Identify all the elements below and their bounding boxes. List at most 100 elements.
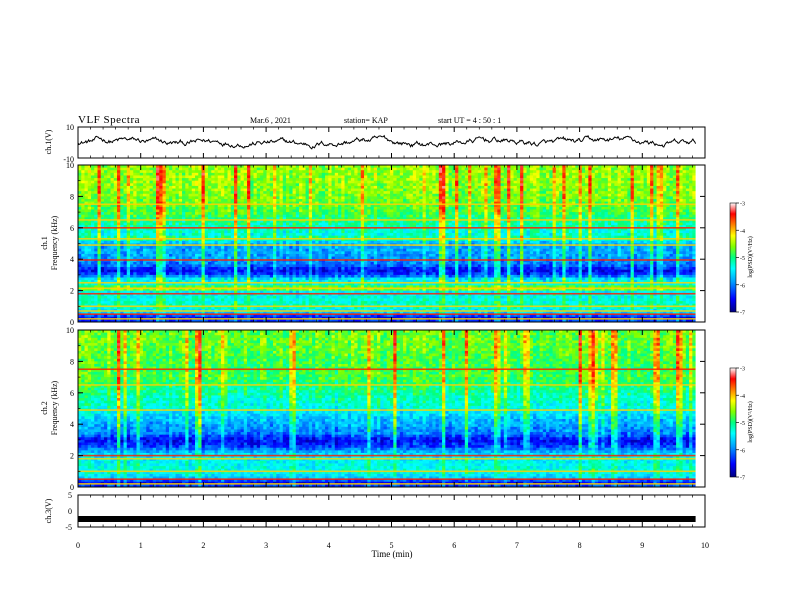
spectrogram-cell	[357, 222, 362, 226]
spectrogram-cell	[432, 193, 436, 197]
spectrogram-cell	[676, 193, 680, 197]
spectrogram-cell	[403, 180, 407, 184]
spectrogram-cell	[286, 217, 290, 221]
spectrogram-cell	[357, 191, 362, 195]
spectrogram-cell	[224, 188, 228, 192]
spectrogram-cell	[659, 196, 664, 200]
spectrogram-cell	[672, 185, 677, 189]
spectrogram-cell	[429, 183, 433, 187]
spectrogram-cell	[477, 188, 482, 192]
spectrogram-cell	[555, 167, 560, 171]
spectrogram-cell	[201, 180, 206, 184]
spectrogram-cell	[552, 193, 557, 197]
spectrogram-cell	[659, 204, 664, 208]
spectrogram-cell	[529, 167, 534, 171]
spectrogram-cell	[347, 209, 352, 213]
spectrogram-cell	[620, 170, 625, 174]
spectrogram-cell	[162, 206, 167, 210]
spectrogram-cell	[630, 201, 635, 205]
spectrogram-cell	[224, 170, 228, 174]
spectrogram-cell	[380, 214, 384, 218]
spectrogram-cell	[406, 175, 410, 179]
spectrogram-cell	[156, 180, 160, 184]
spectrogram-cell	[367, 196, 371, 200]
spectrogram-cell	[396, 178, 401, 182]
spectrogram-cell	[526, 178, 531, 182]
spectrogram-cell	[494, 191, 498, 195]
spectrogram-cell	[139, 201, 144, 205]
spectrogram-cell	[256, 206, 261, 210]
spectrogram-cell	[562, 201, 566, 205]
spectrogram-cell	[87, 175, 92, 179]
spectrogram-cell	[429, 175, 433, 179]
spectrogram-cell	[604, 191, 609, 195]
spectrogram-cell	[490, 188, 495, 192]
spectrogram-cell	[666, 204, 670, 208]
spectrogram-cell	[500, 170, 505, 174]
spectrogram-cell	[328, 188, 332, 192]
spectrogram-cell	[552, 180, 557, 184]
spectrogram-cell	[214, 209, 219, 213]
spectrogram-cell	[474, 206, 479, 210]
spectrogram-cell	[679, 206, 683, 210]
spectrogram-cell	[208, 172, 212, 176]
spectrogram-cell	[266, 196, 271, 200]
spectrogram-cell	[292, 217, 297, 221]
spectrogram-cell	[672, 170, 677, 174]
spectrogram-cell	[435, 201, 440, 205]
spectrogram-cell	[477, 191, 482, 195]
spectrogram-cell	[104, 193, 108, 197]
spectrogram-cell	[136, 183, 141, 187]
spectrogram-cell	[669, 165, 674, 169]
spectrogram-cell	[204, 201, 209, 205]
spectrogram-cell	[471, 183, 475, 187]
spectrogram-cell	[94, 196, 98, 200]
spectrogram-cell	[461, 180, 466, 184]
spectrogram-cell	[461, 185, 466, 189]
spectrogram-cell	[565, 185, 570, 189]
spectrogram-cell	[191, 212, 196, 216]
spectrogram-cell	[624, 199, 628, 203]
spectrogram-cell	[585, 185, 589, 189]
spectrogram-cell	[689, 222, 693, 226]
spectrogram-cell	[292, 165, 297, 169]
spectrogram-cell	[549, 183, 553, 187]
spectrogram-cell	[178, 165, 183, 169]
spectrogram-cell	[445, 196, 449, 200]
spectrogram-cell	[282, 191, 287, 195]
spectrogram-cell	[598, 214, 602, 218]
spectrogram-cell	[572, 199, 576, 203]
spectrogram-cell	[640, 222, 644, 226]
spectrogram-cell	[620, 188, 625, 192]
spectrogram-cell	[399, 178, 404, 182]
spectrogram-cell	[601, 206, 605, 210]
spectrogram-cell	[396, 183, 401, 187]
spectrogram-cell	[243, 217, 248, 221]
spectrogram-cell	[94, 167, 98, 171]
spectrogram-cell	[591, 180, 596, 184]
spectrogram-cell	[637, 193, 641, 197]
spectrogram-cell	[588, 199, 592, 203]
spectrogram-cell	[87, 209, 92, 213]
spectrogram-cell	[227, 175, 232, 179]
spectrogram-cell	[185, 193, 189, 197]
spectrogram-cell	[94, 199, 98, 203]
spectrogram-cell	[133, 204, 137, 208]
spectrogram-cell	[136, 172, 141, 176]
spectrogram-cell	[282, 217, 287, 221]
spectrogram-cell	[172, 230, 176, 234]
spectrogram-cell	[598, 180, 602, 184]
spectrogram-cell	[279, 188, 284, 192]
spectrogram-cell	[341, 199, 345, 203]
spectrogram-cell	[406, 167, 410, 171]
spectrogram-cell	[500, 191, 505, 195]
spectrogram-cell	[195, 175, 199, 179]
spectrogram-cell	[523, 199, 527, 203]
spectrogram-cell	[565, 209, 570, 213]
spectrogram-cell	[432, 212, 436, 216]
spectrogram-cell	[240, 212, 245, 216]
spectrogram-cell	[224, 204, 228, 208]
spectrogram-cell	[377, 178, 381, 182]
spectrogram-cell	[507, 214, 511, 218]
spectrogram-cell	[650, 180, 654, 184]
